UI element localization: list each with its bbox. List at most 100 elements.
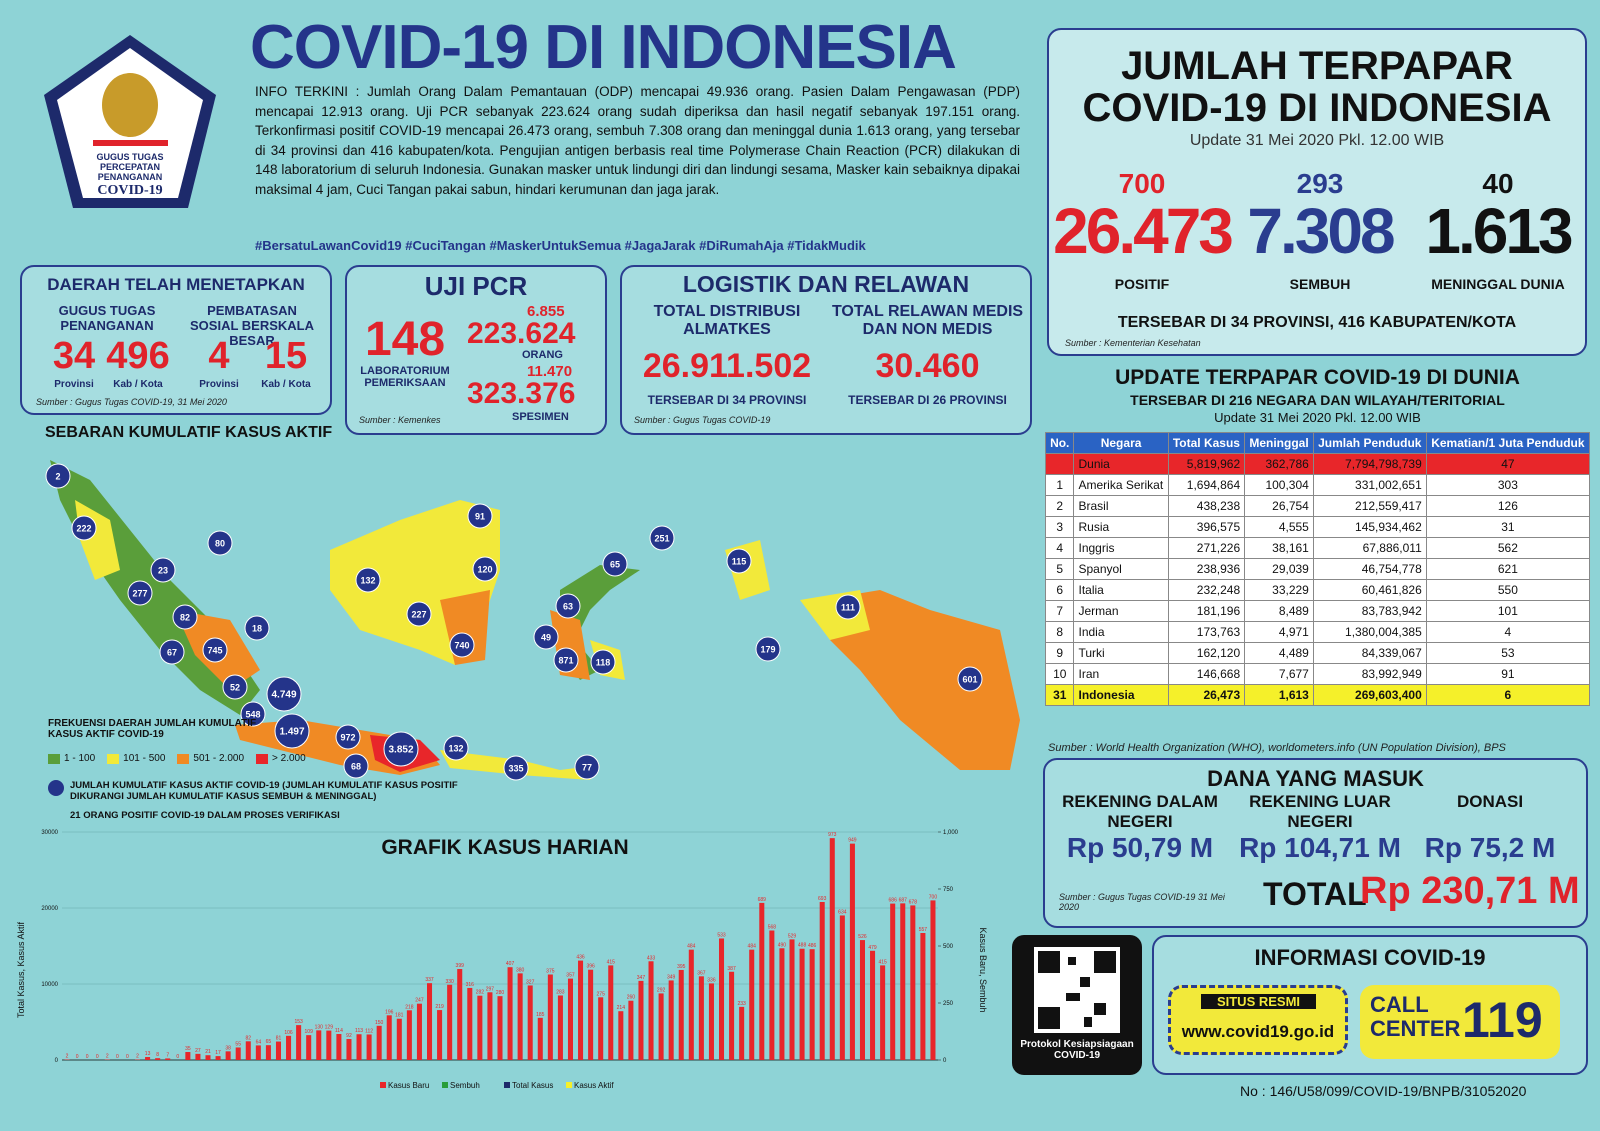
url[interactable]: www.covid19.go.id — [1181, 1022, 1335, 1041]
bar — [155, 1058, 161, 1060]
map-bubble-label: 548 — [245, 710, 260, 720]
info-text: INFO TERKINI : Jumlah Orang Dalam Pemant… — [255, 84, 1020, 197]
table-cell: Brasil — [1073, 495, 1169, 517]
bar-value-label: 27 — [195, 1048, 201, 1054]
bar — [829, 838, 835, 1060]
bar — [537, 1017, 543, 1060]
table-cell: 145,934,462 — [1312, 516, 1427, 538]
table-cell: 7 — [1044, 600, 1075, 622]
dana-box: DANA YANG MASUK REKENING DALAM NEGERI Rp … — [1043, 758, 1588, 928]
bar — [638, 980, 644, 1060]
table-cell: 212,559,417 — [1312, 495, 1427, 517]
map-bubble-label: 179 — [760, 645, 775, 655]
stat-increase: 40 — [1482, 168, 1514, 199]
map-bubble-label: 132 — [360, 576, 375, 586]
table-row: 1 Amerika Serikat 1,694,864 100,304 331,002,… — [1044, 474, 1591, 496]
bar — [719, 938, 725, 1060]
logo-text: GUGUS TUGAS — [96, 152, 163, 162]
table-cell: 162,120 — [1167, 642, 1246, 664]
bar-value-label: 153 — [294, 1019, 303, 1025]
table-row: 3 Rusia 396,575 4,555 145,934,462 31 — [1044, 516, 1591, 538]
map-bubble-label: 745 — [207, 646, 222, 656]
bar-value-label: 0 — [86, 1054, 89, 1060]
bar-value-label: 526 — [858, 934, 867, 940]
bar-value-label: 316 — [466, 982, 475, 988]
bar — [688, 949, 694, 1060]
verification-note: 21 ORANG POSITIF COVID-19 DALAM PROSES V… — [70, 810, 340, 821]
bar-value-label: 260 — [627, 995, 636, 1001]
legend-label: 101 - 500 — [123, 753, 166, 764]
labs-label: LABORATORIUM PEMERIKSAAN — [360, 365, 450, 389]
pcr-orang-label: ORANG — [522, 349, 563, 361]
bar-value-label: 484 — [748, 944, 757, 950]
bar-value-label: 8 — [156, 1052, 159, 1058]
table-cell: 47 — [1425, 453, 1591, 475]
bar-value-label: 0 — [116, 1054, 119, 1060]
logo-text: PERCEPATAN — [100, 162, 160, 172]
map-bubble-label: 68 — [351, 762, 361, 772]
bar — [839, 915, 845, 1060]
bar-value-label: 112 — [365, 1028, 373, 1034]
bar-value-label: 0 — [176, 1054, 179, 1060]
bar — [698, 976, 704, 1060]
bar-value-label: 367 — [697, 970, 706, 976]
situs-box[interactable]: SITUS RESMI www.covid19.go.id — [1168, 985, 1348, 1055]
table-cell: 1,613 — [1244, 684, 1314, 706]
table-cell: 6 — [1425, 684, 1591, 706]
table-cell: 126 — [1425, 495, 1591, 517]
box-title: INFORMASI COVID-19 — [1254, 945, 1486, 970]
call-box[interactable]: CALL CENTER 119 — [1360, 985, 1560, 1059]
table-cell: 26,754 — [1244, 495, 1314, 517]
y2-tick-label: 750 — [943, 887, 954, 893]
bar-value-label: 55 — [235, 1041, 241, 1047]
table-cell: India — [1073, 621, 1169, 643]
bar — [245, 1041, 251, 1060]
logistik-box: LOGISTIK DAN RELAWAN TOTAL DISTRIBUSI AL… — [620, 265, 1032, 435]
region-count: 496 — [106, 335, 170, 377]
table-cell: 1,380,004,385 — [1312, 621, 1427, 643]
table-row: 10 Iran 146,668 7,677 83,992,949 91 — [1044, 663, 1591, 685]
world-title: UPDATE TERPAPAR COVID-19 DI DUNIA — [1115, 366, 1520, 389]
bar-value-label: 82 — [245, 1035, 251, 1041]
table-cell: Spanyol — [1073, 558, 1169, 580]
table-cell: 9 — [1044, 642, 1075, 664]
source: Sumber : Kemenkes — [359, 415, 441, 425]
bar — [195, 1053, 201, 1060]
legend-swatch — [504, 1082, 510, 1088]
map-bubble — [335, 724, 361, 750]
map-bubble-label: 227 — [411, 610, 426, 620]
call-number[interactable]: 119 — [1462, 992, 1543, 1048]
bar-value-label: 35 — [185, 1046, 191, 1052]
group-label: PEMBATASAN SOSIAL BERSKALA BESAR — [190, 303, 314, 348]
bar — [849, 843, 855, 1060]
bar — [356, 1034, 362, 1060]
table-cell: 621 — [1425, 558, 1591, 580]
table-cell: 1,694,864 — [1167, 474, 1246, 496]
bar-value-label: 114 — [335, 1028, 343, 1034]
map-bubble-label: 222 — [76, 524, 91, 534]
bar — [789, 939, 795, 1060]
table-cell: 303 — [1425, 474, 1591, 496]
bar — [799, 948, 805, 1060]
table-cell: 2 — [1044, 495, 1075, 517]
bar-value-label: 92 — [346, 1033, 352, 1039]
bar-value-label: 973 — [828, 832, 837, 838]
map-bubble — [240, 701, 266, 727]
bar-value-label: 634 — [838, 909, 847, 915]
map-bubble-label: 251 — [654, 534, 669, 544]
dana-value: Rp 75,2 M — [1424, 832, 1556, 863]
bar-value-label: 686 — [889, 898, 898, 904]
legend-label: 1 - 100 — [64, 753, 96, 764]
bar — [145, 1057, 151, 1060]
bar — [265, 1045, 271, 1060]
source: Sumber : World Health Organization (WHO)… — [1048, 742, 1506, 754]
y2-tick-label: 0 — [943, 1058, 947, 1064]
header-cell: Total Kasus — [1167, 432, 1246, 454]
legend-swatch — [566, 1082, 572, 1088]
qr-code[interactable] — [1034, 947, 1120, 1033]
bar-value-label: 2 — [106, 1054, 109, 1060]
bar-value-label: 282 — [476, 990, 485, 996]
map-bubble-label: 132 — [448, 744, 463, 754]
map-bubble-label: 111 — [841, 603, 855, 613]
table-cell: 4 — [1425, 621, 1591, 643]
